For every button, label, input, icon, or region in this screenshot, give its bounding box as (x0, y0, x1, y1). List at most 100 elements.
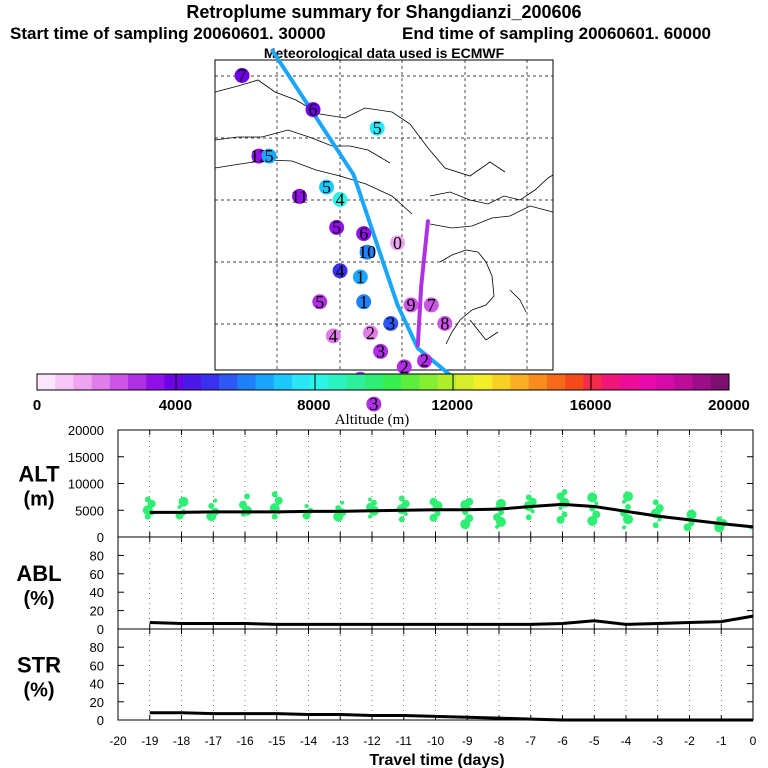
chart-title: Retroplume summary for Shangdianzi_20060… (186, 2, 582, 22)
altitude-point (498, 509, 504, 516)
altitude-point (652, 522, 659, 529)
colorbar-cell (383, 374, 402, 390)
altitude-point (652, 499, 659, 506)
plume-label: 9 (407, 295, 416, 315)
colorbar-cell (674, 374, 693, 390)
colorbar-cell (619, 374, 639, 390)
altitude-point (496, 498, 506, 509)
altitude-point (622, 499, 626, 504)
y-tick-label: 0 (97, 622, 104, 637)
plume-dot (403, 297, 419, 313)
y-tick-label: 40 (90, 677, 104, 692)
altitude-point (304, 503, 309, 508)
map-frame (214, 59, 554, 371)
y-tick-label: 20 (90, 604, 104, 619)
altitude-point (465, 497, 474, 506)
altitude-point (398, 516, 405, 523)
plume-marker: 7 (423, 295, 439, 315)
x-tick-label: -18 (173, 734, 191, 748)
altitude-point (657, 517, 662, 522)
y-tick-label: 10000 (68, 477, 104, 492)
x-tick-label: -20 (109, 734, 127, 748)
altitude-point (592, 510, 601, 519)
colorbar-cell (73, 374, 93, 390)
altitude-point (655, 504, 664, 513)
plume-marker: 5 (312, 292, 328, 312)
colorbar-cell (328, 374, 347, 390)
altitude-point (429, 497, 438, 506)
plume-dot (417, 353, 433, 369)
altitude-point (686, 509, 697, 520)
altitude-point (302, 511, 311, 520)
plume-label: 6 (309, 100, 318, 120)
plume-marker: 6 (305, 100, 321, 120)
altitude-point (208, 502, 215, 509)
plume-dot (383, 316, 399, 331)
y-tick-label: 15000 (68, 450, 104, 465)
colorbar-xlabel: Altitude (m) (335, 412, 410, 428)
altitude-point (594, 501, 599, 506)
y-tick-label: 0 (97, 530, 104, 545)
altitude-point (623, 491, 633, 502)
x-tick-label: -12 (363, 734, 381, 748)
x-tick-label: -2 (684, 734, 695, 748)
altitude-point (368, 514, 372, 519)
colorbar-tick-label: 12000 (431, 397, 473, 414)
altitude-point (144, 513, 151, 520)
plume-label: 5 (332, 217, 341, 237)
colorbar-cell (364, 374, 384, 390)
plume-label: 4 (329, 326, 338, 346)
colorbar-cell (291, 374, 311, 390)
altitude-point (398, 495, 405, 502)
plume-marker: 9 (403, 295, 419, 315)
altitude-point (239, 500, 247, 509)
plume-marker: 0 (390, 233, 406, 253)
altitude-colorbar: 0 4000 8000 12000 16000 20000 Altitude (m) (33, 373, 750, 428)
altitude-point (366, 503, 374, 512)
colorbar-cell (91, 374, 111, 390)
colorbar-cell (692, 374, 712, 390)
altitude-point (371, 499, 377, 506)
colorbar-cell (273, 374, 293, 390)
altitude-point (493, 513, 501, 522)
plume-dot (356, 226, 372, 242)
x-tick-label: 0 (750, 734, 757, 748)
altitude-point (213, 498, 218, 503)
colorbar-cell (237, 374, 256, 390)
x-tick-label: -5 (589, 734, 600, 748)
altitude-point (623, 514, 633, 525)
plume-label: 2 (366, 323, 375, 343)
plume-dot (390, 235, 406, 251)
start-time-label: Start time of sampling 20060601. 30000 (10, 24, 326, 43)
plume-label: 12 (250, 146, 268, 166)
y-tick-label: 0 (97, 713, 104, 728)
y-tick-label: 40 (90, 585, 104, 600)
plume-label: 0 (393, 233, 402, 253)
panels-frame (117, 429, 754, 721)
plume-dot (325, 328, 341, 344)
colorbar-cell (346, 374, 366, 390)
plume-label: 3 (386, 314, 395, 334)
plume-dot (319, 179, 335, 195)
x-tick-label: -13 (332, 734, 350, 748)
x-tick-label: -17 (205, 734, 223, 748)
panel-alt: 0 5000 10000 15000 20000 ALT(m) (18, 423, 754, 545)
plume-marker: 10 (358, 242, 376, 262)
plume-dot (305, 102, 321, 118)
y-tick-label: 80 (90, 640, 104, 655)
plume-marker: 5 (369, 118, 385, 138)
panel-unit-label: (%) (23, 680, 54, 702)
plume-label: 5 (315, 292, 324, 312)
altitude-point (525, 494, 532, 501)
colorbar-cell (474, 374, 493, 390)
plume-dot (369, 120, 385, 136)
x-tick-label: -16 (236, 734, 254, 748)
colorbar-cell (310, 374, 329, 390)
plume-label: 10 (358, 242, 376, 262)
altitude-point (271, 513, 278, 520)
altitude-point (561, 511, 568, 518)
x-axis: -20 -19 -18 -17 -16 -15 -14 -13 -12 -11 -10 -9 -8 -7-… (109, 734, 756, 768)
colorbar-cell (419, 374, 439, 390)
panel-label: ALT (18, 462, 60, 487)
plume-dot (329, 219, 345, 235)
